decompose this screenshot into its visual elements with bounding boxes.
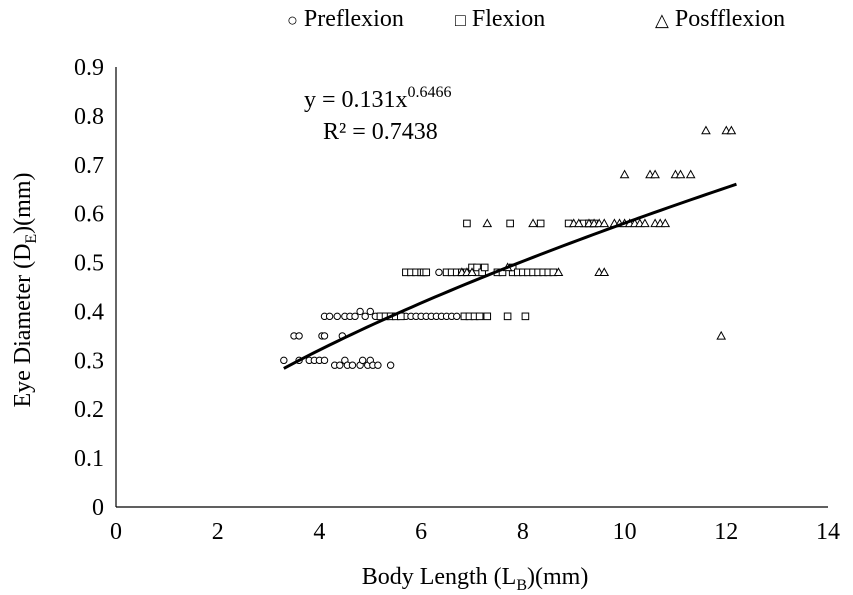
trend-r-squared: R² = 0.7438 (323, 119, 438, 145)
posfflexion-point (599, 267, 610, 277)
flexion-point (463, 219, 471, 228)
legend-label-posfflexion: Posfflexion (674, 6, 786, 32)
preflexion-point (320, 356, 329, 365)
legend-item-preflexion: ○ Preflexion (287, 6, 404, 33)
y-tick-label: 0.5 (74, 251, 104, 277)
preflexion-point (361, 312, 369, 321)
x-tick-label: 2 (212, 519, 224, 545)
posfflexion-point (482, 218, 493, 228)
preflexion-point (356, 307, 364, 316)
x-tick-label: 4 (313, 519, 325, 545)
data-points (280, 125, 737, 369)
posfflexion-point (701, 125, 711, 135)
x-tick-label: 10 (613, 519, 637, 545)
posfflexion-point (716, 330, 727, 340)
tick-labels: 0 2 4 6 8 10 12 14 0 0.1 0.2 0.3 0.4 0.5 0.6 0.7 0.8 0.9 (74, 55, 840, 545)
posfflexion-point (660, 218, 671, 228)
y-tick-label: 0.4 (74, 299, 104, 325)
preflexion-point (295, 332, 303, 340)
posfflexion-point (467, 267, 477, 277)
preflexion-point (453, 312, 461, 321)
preflexion-point (351, 312, 359, 321)
y-tick-label: 0.8 (74, 104, 104, 130)
y-tick-label: 0.2 (74, 397, 104, 423)
preflexion-point (366, 307, 374, 316)
y-tick-label: 0 (92, 495, 104, 521)
flexion-point (422, 268, 431, 277)
preflexion-point (386, 361, 395, 369)
x-axis-label: Body Length (LB)(mm) (362, 564, 589, 594)
x-tick-label: 8 (517, 519, 529, 545)
x-tick-label: 12 (714, 519, 738, 545)
y-tick-label: 0.7 (74, 153, 104, 179)
triangle-marker-icon: △ (655, 10, 669, 30)
posfflexion-point (640, 218, 650, 228)
chart-legend: ○ Preflexion □ Flexion △ Posfflexion (0, 6, 853, 36)
flexion-point (475, 312, 484, 321)
trend-equation: y = 0.131x0.6466 (304, 84, 452, 113)
flexion-point (506, 219, 514, 228)
y-tick-label: 0.1 (74, 446, 104, 472)
y-tick-label: 0.6 (74, 202, 104, 228)
trend-equation-base: y = 0.131x (304, 87, 408, 113)
y-tick-label: 0.9 (74, 55, 104, 81)
preflexion-point (333, 312, 341, 321)
flexion-point (480, 263, 489, 272)
posfflexion-point (528, 218, 538, 228)
posfflexion-point (619, 169, 630, 179)
flexion-point (473, 263, 481, 272)
chart-axes (115, 67, 828, 508)
preflexion-point (348, 361, 357, 369)
trendline-group (283, 182, 737, 370)
preflexion-point (435, 268, 443, 277)
posfflexion-point (599, 218, 610, 228)
posfflexion-point (726, 125, 737, 135)
legend-label-preflexion: Preflexion (303, 6, 404, 32)
preflexion-point (320, 332, 329, 340)
circle-marker-icon: ○ (287, 10, 298, 30)
trend-equation-exponent: 0.6466 (408, 84, 452, 101)
y-tick-label: 0.3 (74, 348, 104, 374)
flexion-point (536, 219, 545, 228)
square-marker-icon: □ (455, 10, 466, 30)
posfflexion-point (650, 169, 660, 179)
flexion-point (483, 312, 492, 321)
legend-item-posfflexion: △ Posfflexion (655, 6, 785, 33)
flexion-point (503, 312, 512, 321)
posfflexion-point (675, 169, 686, 179)
y-axis-label: Eye Diameter (DE)(mm) (10, 172, 40, 407)
preflexion-point (336, 361, 344, 369)
preflexion-point (325, 312, 334, 321)
x-tick-label: 0 (110, 519, 122, 545)
preflexion-point (358, 356, 367, 365)
flexion-point (521, 312, 530, 321)
power-trendline (283, 182, 737, 370)
preflexion-point (280, 356, 288, 365)
posfflexion-point (573, 218, 584, 228)
x-tick-label: 14 (816, 519, 840, 545)
x-tick-label: 6 (415, 519, 427, 545)
posfflexion-point (553, 267, 564, 277)
legend-label-flexion: Flexion (471, 6, 546, 32)
posfflexion-point (685, 169, 696, 179)
preflexion-point (374, 361, 382, 369)
legend-item-flexion: □ Flexion (455, 6, 545, 33)
